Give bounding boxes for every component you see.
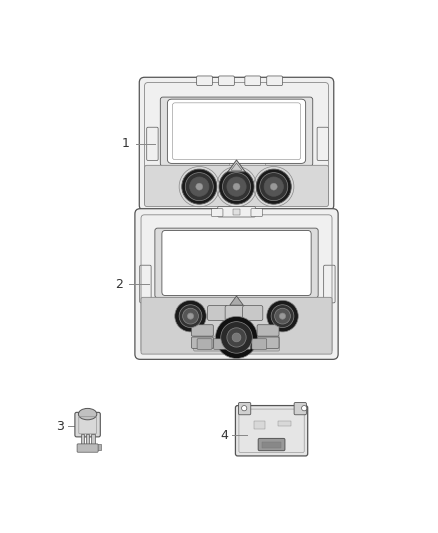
Circle shape [179,305,202,327]
FancyBboxPatch shape [252,339,267,349]
FancyBboxPatch shape [225,305,245,320]
FancyBboxPatch shape [75,413,100,437]
Circle shape [183,308,198,324]
Bar [86,434,89,447]
FancyBboxPatch shape [197,339,212,349]
FancyBboxPatch shape [147,127,158,160]
FancyBboxPatch shape [194,336,279,351]
Circle shape [190,177,209,196]
FancyBboxPatch shape [294,402,307,415]
FancyBboxPatch shape [140,265,151,303]
Bar [81,434,84,447]
Bar [97,445,101,449]
Circle shape [279,313,286,319]
FancyBboxPatch shape [208,305,228,320]
FancyBboxPatch shape [243,305,263,320]
Polygon shape [228,160,245,172]
Bar [262,442,282,448]
Circle shape [196,183,203,190]
Bar [78,445,81,449]
Circle shape [232,333,241,342]
Circle shape [267,301,298,332]
FancyBboxPatch shape [77,444,98,452]
FancyBboxPatch shape [324,265,335,303]
FancyBboxPatch shape [191,337,213,349]
FancyBboxPatch shape [141,297,332,354]
FancyBboxPatch shape [236,339,251,349]
Circle shape [264,177,283,196]
Circle shape [227,328,246,347]
Circle shape [256,169,291,204]
FancyBboxPatch shape [167,99,306,164]
FancyBboxPatch shape [155,228,318,298]
Circle shape [182,169,217,204]
FancyBboxPatch shape [258,439,285,451]
Circle shape [187,313,194,319]
FancyBboxPatch shape [267,76,283,86]
Circle shape [233,183,240,190]
FancyBboxPatch shape [160,97,313,166]
FancyBboxPatch shape [139,77,334,211]
FancyBboxPatch shape [135,209,338,359]
FancyBboxPatch shape [238,402,251,415]
Bar [91,434,95,447]
Circle shape [175,301,206,332]
FancyBboxPatch shape [162,230,311,295]
Circle shape [302,406,307,411]
Polygon shape [230,296,243,305]
Circle shape [227,177,246,196]
Text: 4: 4 [220,429,228,442]
Circle shape [270,183,277,190]
FancyBboxPatch shape [214,339,229,349]
Text: 1: 1 [121,138,129,150]
FancyBboxPatch shape [257,325,279,336]
Text: 3: 3 [56,420,64,433]
Circle shape [185,173,213,200]
Text: 2: 2 [115,278,123,290]
FancyBboxPatch shape [219,76,234,86]
FancyBboxPatch shape [245,76,261,86]
Circle shape [260,173,288,200]
Circle shape [219,169,254,204]
Circle shape [215,317,258,359]
FancyBboxPatch shape [230,160,255,177]
Circle shape [275,308,290,324]
Bar [254,421,265,429]
FancyBboxPatch shape [236,406,307,456]
Bar [278,421,291,426]
Bar [233,209,240,215]
Circle shape [223,173,251,200]
FancyBboxPatch shape [251,209,262,216]
FancyBboxPatch shape [212,209,223,216]
Ellipse shape [78,408,97,420]
FancyBboxPatch shape [240,160,265,177]
FancyBboxPatch shape [191,325,213,336]
FancyBboxPatch shape [317,127,328,160]
Circle shape [242,406,247,411]
FancyBboxPatch shape [257,337,279,349]
Circle shape [271,305,294,327]
Circle shape [221,322,252,353]
FancyBboxPatch shape [145,165,328,206]
FancyBboxPatch shape [218,206,255,217]
FancyBboxPatch shape [197,76,212,86]
